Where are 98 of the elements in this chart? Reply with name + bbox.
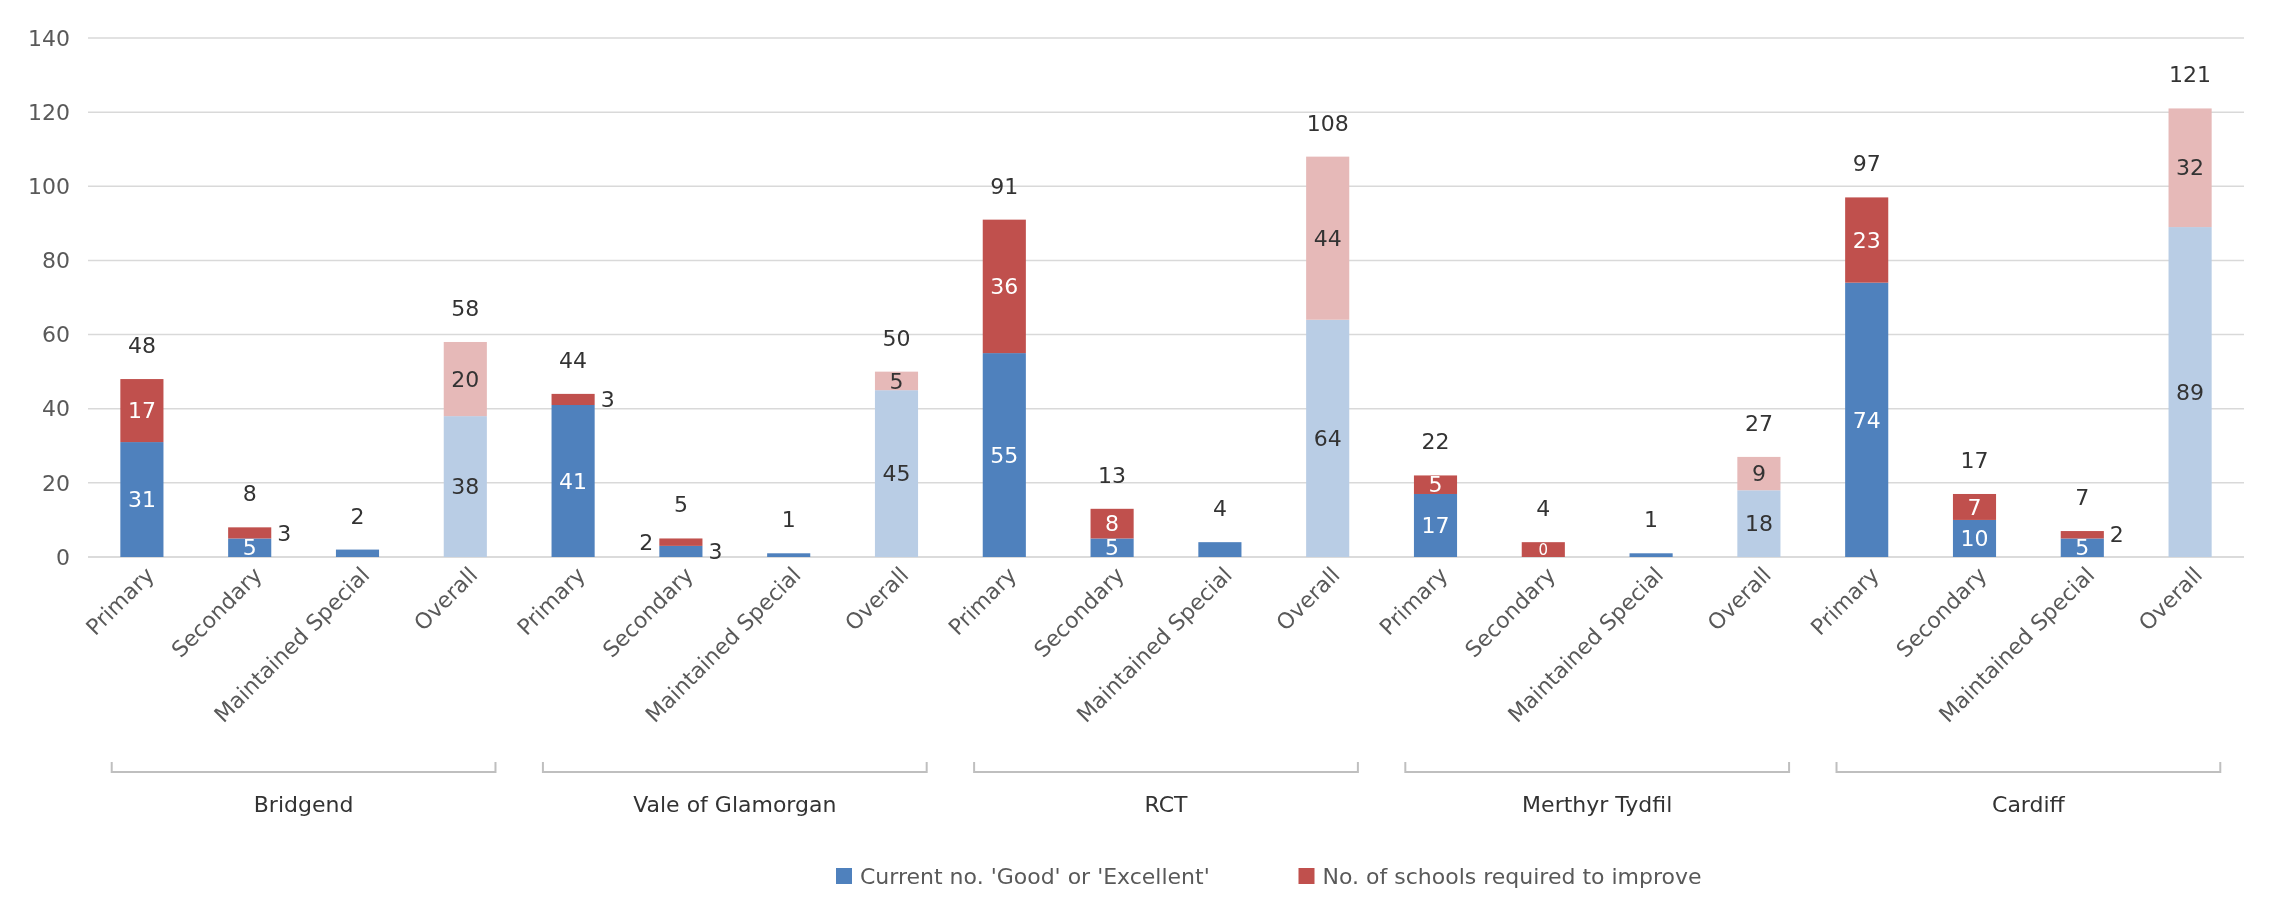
y-tick-label: 140 (28, 25, 70, 51)
data-label: 5 (242, 535, 257, 561)
text: Bridgend (253, 792, 354, 817)
bar (1952, 493, 1997, 520)
bar (659, 545, 703, 557)
data-label: 3 (708, 539, 723, 565)
total-label: 121 (2169, 62, 2212, 88)
bar (443, 416, 487, 557)
total-label: 27 (1744, 410, 1773, 436)
bar (120, 442, 164, 557)
data-label: 41 (559, 468, 588, 494)
bar (2168, 108, 2212, 228)
data-label: 23 (1852, 227, 1881, 253)
y-tick-label: 40 (42, 396, 70, 422)
bar (1413, 475, 1458, 494)
data-label: 89 (2176, 379, 2205, 405)
bar (551, 405, 595, 557)
total-label: 44 (559, 347, 588, 373)
total-label: 13 (1098, 462, 1127, 488)
data-label: 0 (1538, 541, 1549, 559)
bar (1090, 538, 1134, 557)
total-label: 4 (1536, 496, 1551, 522)
total-label: 48 (127, 333, 156, 359)
bar (2060, 538, 2104, 557)
bar (228, 527, 272, 539)
bar (659, 538, 703, 546)
bar (1306, 319, 1350, 557)
data-label: 55 (990, 442, 1019, 468)
data-label: 7 (1967, 494, 1982, 520)
bar (1737, 456, 1781, 491)
legend-label: No. of schools required to improve (1322, 863, 1702, 889)
total-label: 50 (882, 325, 911, 351)
total-label: 8 (242, 481, 257, 507)
bar (1845, 282, 1889, 557)
data-label: 38 (451, 474, 480, 500)
text: Merthyr Tydfil (1522, 792, 1673, 817)
data-label: 74 (1852, 407, 1881, 433)
data-label: 5 (1428, 472, 1443, 498)
total-label: 1 (781, 507, 796, 533)
data-label: 32 (2176, 155, 2205, 181)
total-label: 97 (1852, 151, 1881, 177)
data-label: 9 (1751, 461, 1766, 487)
y-tick-label: 0 (56, 544, 70, 570)
data-label: 18 (1744, 511, 1773, 537)
bar (1521, 542, 1565, 557)
data-label: 20 (451, 366, 480, 392)
total-label: 5 (673, 492, 688, 518)
bar (335, 549, 380, 557)
bar (2168, 227, 2212, 557)
data-label: 45 (882, 461, 911, 487)
total-label: 91 (990, 173, 1019, 199)
y-tick-label: 120 (28, 99, 70, 125)
data-label: 10 (1960, 526, 1989, 552)
data-label: 8 (1105, 511, 1120, 537)
y-tick-label: 80 (42, 248, 70, 274)
data-label: 17 (127, 398, 156, 424)
data-label: 5 (889, 368, 904, 394)
y-tick-label: 20 (42, 470, 70, 496)
total-label: 22 (1421, 429, 1450, 455)
y-tick-label: 100 (28, 173, 70, 199)
bar (1845, 197, 1889, 283)
text: Vale of Glamorgan (633, 792, 837, 817)
bar (228, 538, 272, 557)
bar (1306, 156, 1350, 320)
bar (120, 379, 164, 443)
data-label: 5 (1105, 535, 1120, 561)
total-label: 2 (350, 503, 365, 529)
data-label: 2 (2109, 522, 2124, 548)
total-label: 7 (2075, 485, 2090, 511)
data-label: 36 (990, 274, 1019, 300)
text: Cardiff (1992, 792, 2066, 817)
bar (982, 353, 1026, 557)
bar (551, 393, 595, 406)
bar (874, 390, 919, 557)
data-label: 2 (639, 529, 654, 555)
bar (1629, 553, 1673, 557)
total-label: 108 (1306, 110, 1349, 136)
bar (982, 219, 1026, 354)
bar (1198, 542, 1242, 557)
bar (1413, 493, 1458, 557)
data-label: 3 (600, 387, 615, 413)
text: RCT (1144, 792, 1189, 817)
y-tick-label: 60 (42, 322, 70, 348)
bar (443, 341, 487, 417)
bar (1737, 490, 1781, 557)
data-label: 64 (1313, 426, 1342, 452)
total-label: 4 (1212, 496, 1227, 522)
total-label: 58 (451, 295, 480, 321)
data-label: 3 (277, 520, 292, 546)
data-label: 5 (2075, 535, 2090, 561)
bar (2060, 531, 2104, 539)
bar (767, 553, 811, 557)
total-label: 1 (1644, 507, 1659, 533)
data-label: 17 (1421, 513, 1450, 539)
total-label: 17 (1960, 447, 1989, 473)
data-label: 44 (1313, 225, 1342, 251)
data-label: 31 (127, 487, 156, 513)
legend-label: Current no. 'Good' or 'Excellent' (860, 863, 1210, 889)
